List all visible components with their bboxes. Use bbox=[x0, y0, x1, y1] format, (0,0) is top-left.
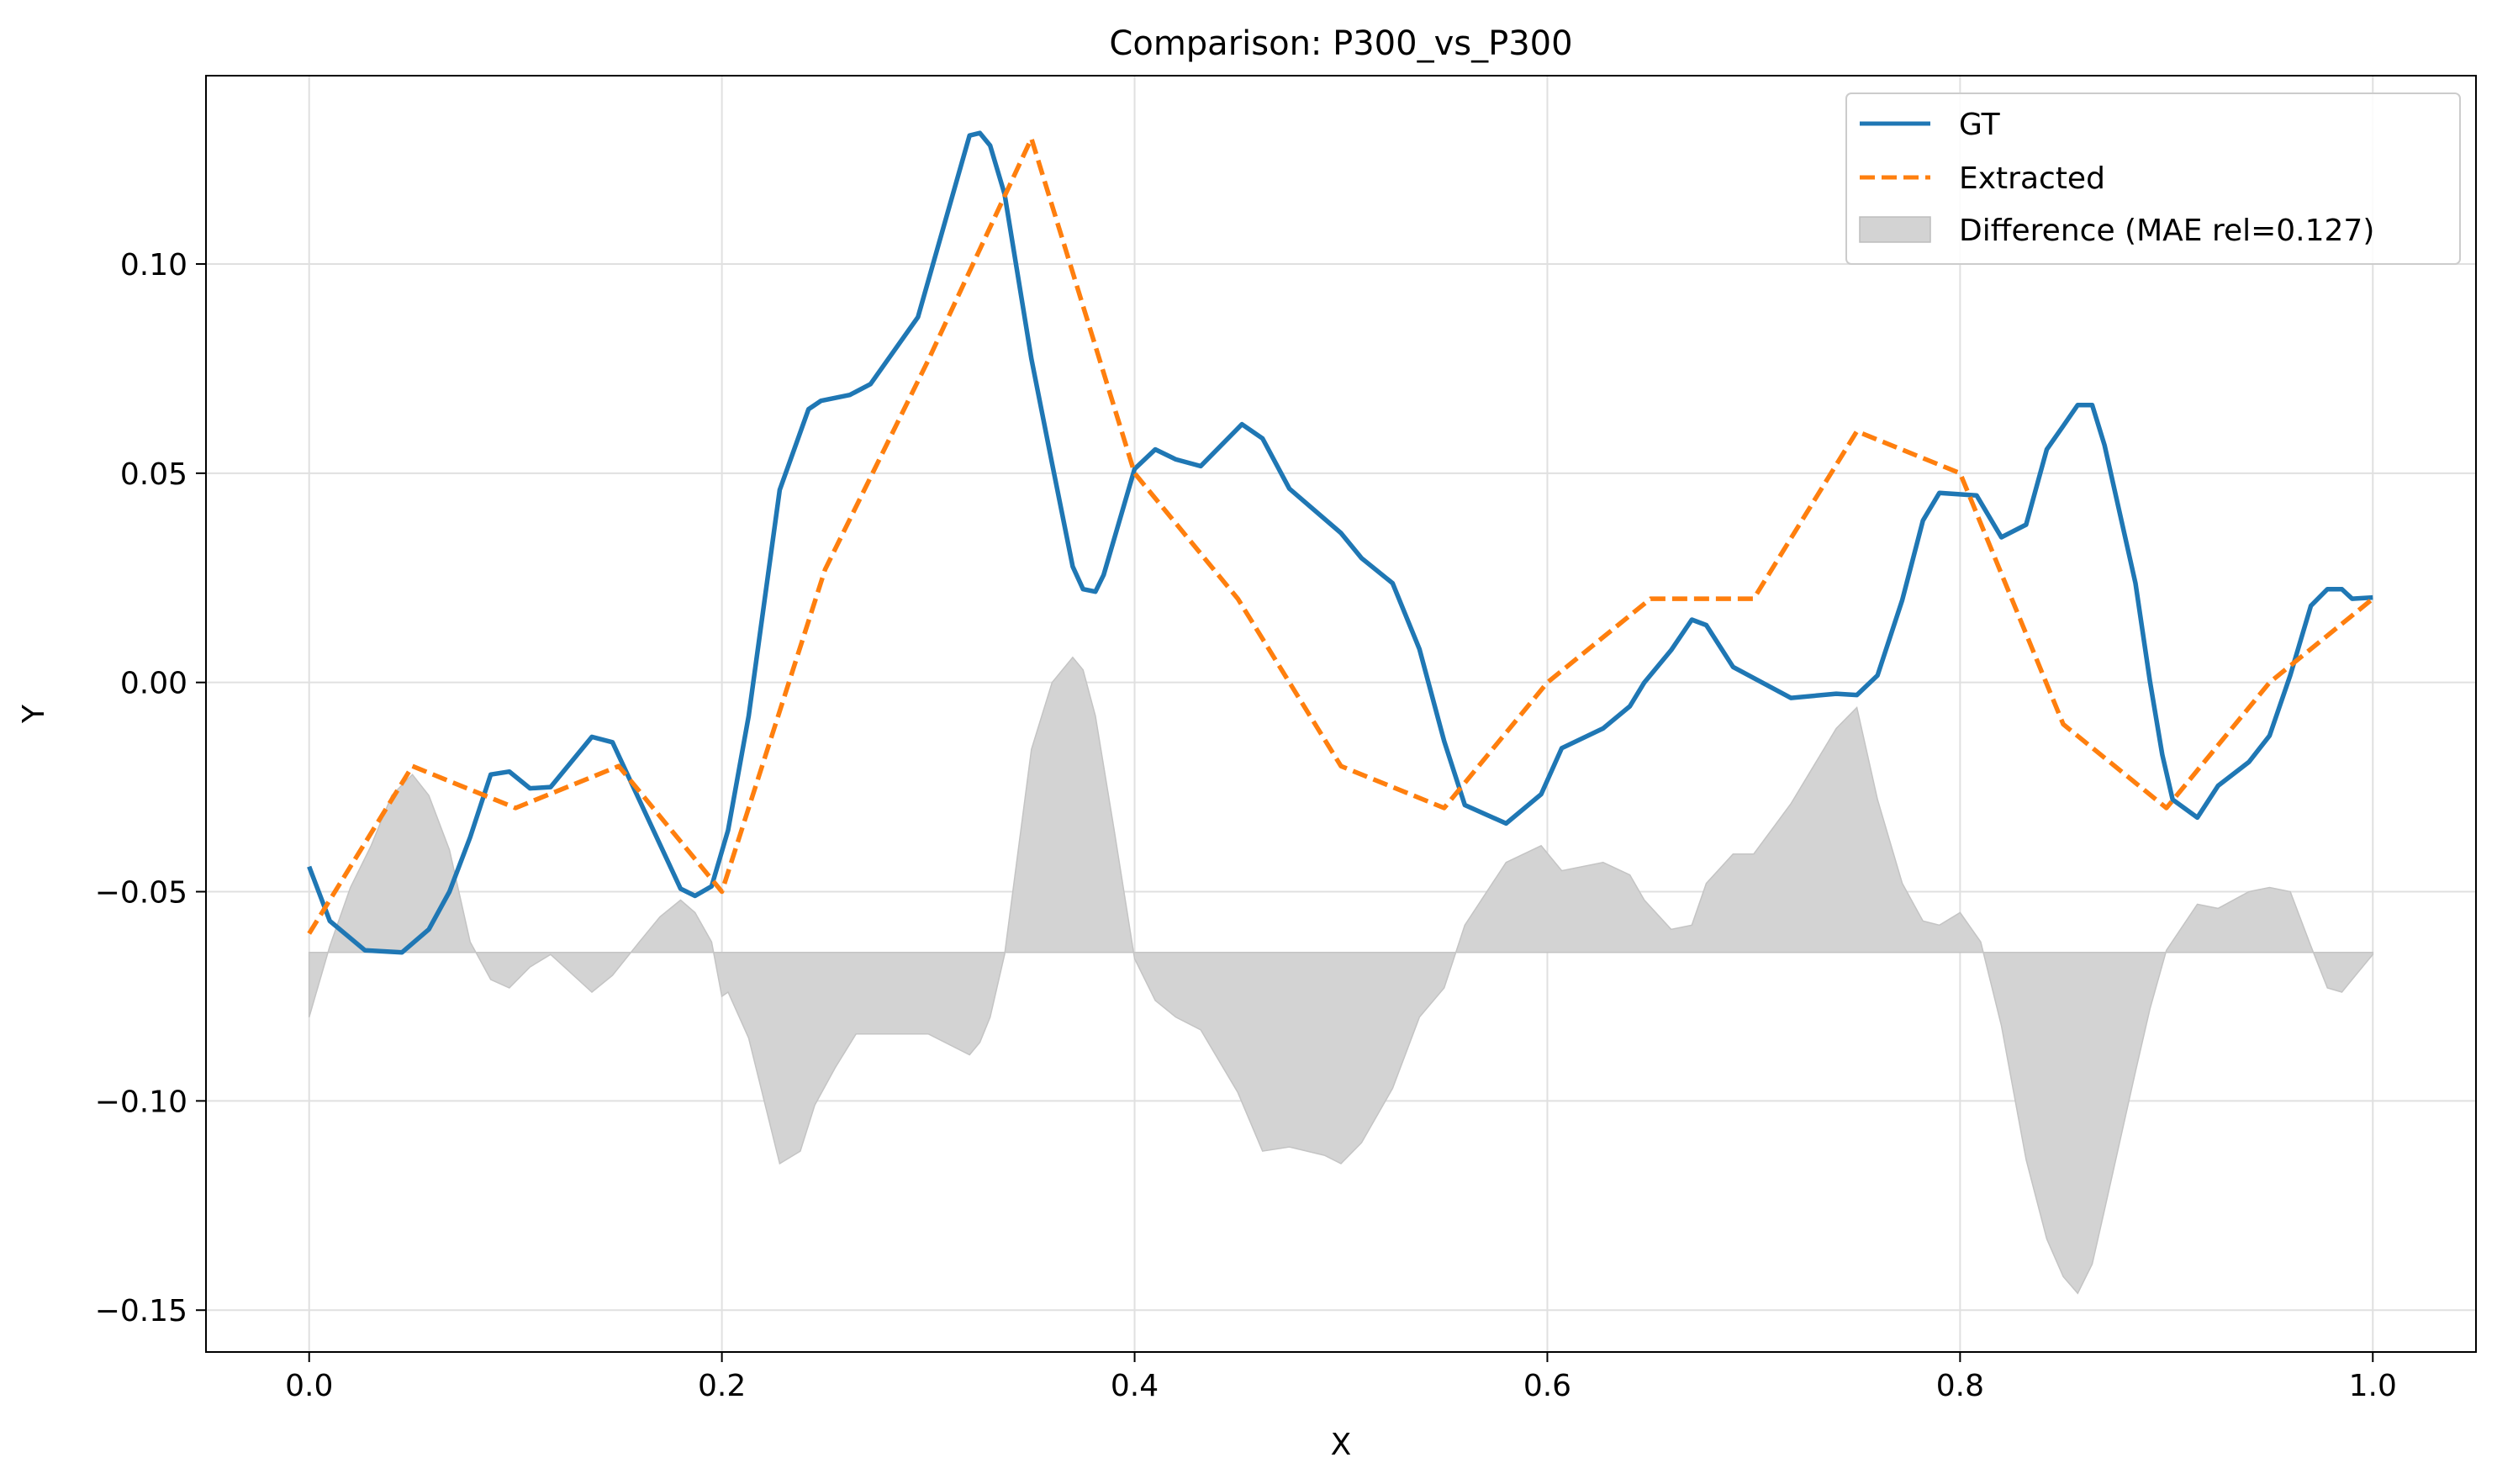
x-tick-label: 0.0 bbox=[285, 1369, 333, 1403]
legend-label-extracted: Extracted bbox=[1959, 161, 2105, 196]
legend: GT Extracted Difference (MAE rel=0.127) bbox=[1845, 92, 2461, 265]
x-tick-label: 0.6 bbox=[1523, 1369, 1571, 1403]
y-axis-label: Y bbox=[17, 704, 51, 724]
extracted-line bbox=[307, 135, 2375, 935]
difference-area-layer bbox=[308, 656, 2374, 1295]
gt-line bbox=[307, 130, 2373, 955]
grid bbox=[206, 76, 2476, 1352]
x-tick-label: 0.4 bbox=[1111, 1369, 1159, 1403]
x-axis-label: X bbox=[1331, 1428, 1352, 1462]
difference-area bbox=[308, 656, 2374, 1295]
x-tick-label: 1.0 bbox=[2349, 1369, 2397, 1403]
y-tick-label: 0.00 bbox=[120, 667, 187, 701]
y-tick-label: 0.10 bbox=[120, 248, 187, 283]
legend-swatch-difference bbox=[1859, 216, 1931, 243]
y-tick-label: −0.15 bbox=[95, 1294, 187, 1328]
x-tick-label: 0.8 bbox=[1936, 1369, 1984, 1403]
legend-label-difference: Difference (MAE rel=0.127) bbox=[1959, 214, 2374, 248]
x-tick-label: 0.2 bbox=[698, 1369, 746, 1403]
ticks: 0.0 0.2 0.4 0.6 0.8 1.0 −0.15 −0.10 −0.05 0.00 0.0… bbox=[95, 248, 2397, 1403]
chart-title: Comparison: P300_vs_P300 bbox=[1109, 24, 1572, 63]
y-tick-label: −0.05 bbox=[95, 876, 187, 911]
y-tick-label: −0.10 bbox=[95, 1085, 187, 1119]
legend-box bbox=[1845, 92, 2461, 265]
y-tick-label: 0.05 bbox=[120, 457, 187, 492]
plot-frame bbox=[205, 75, 2477, 1353]
series-lines bbox=[307, 130, 2375, 955]
legend-label-gt: GT bbox=[1959, 108, 2001, 142]
